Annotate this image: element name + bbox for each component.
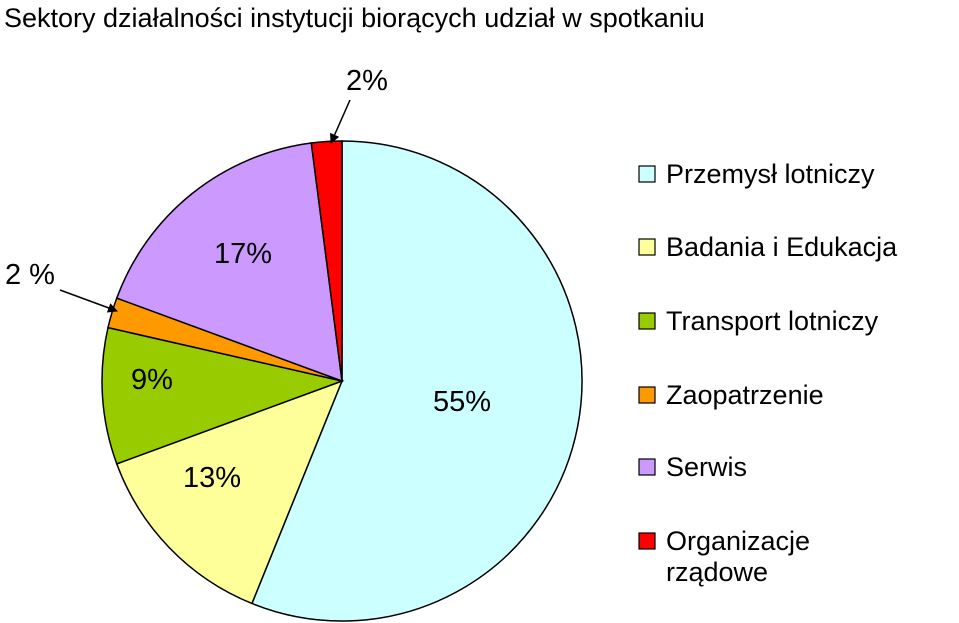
slice-label-badania-i-edukacja: 13% bbox=[183, 462, 241, 494]
legend-label-transport-lotniczy: Transport lotniczy bbox=[666, 306, 879, 336]
legend-swatch-transport-lotniczy bbox=[638, 312, 656, 330]
legend-label-serwis: Serwis bbox=[666, 452, 747, 482]
leader-arrow-zaopatrzenie bbox=[59, 289, 118, 313]
legend-swatch-organizacje-rzadowe bbox=[638, 532, 656, 550]
legend-swatch-zaopatrzenie bbox=[638, 386, 656, 404]
slice-label-organizacje-rzadowe: 2% bbox=[346, 65, 388, 97]
slice-label-zaopatrzenie: 2 % bbox=[5, 259, 55, 291]
slice-badania-i-edukacja bbox=[115, 379, 344, 605]
legend-label-badania-i-edukacja: Badania i Edukacja bbox=[666, 232, 898, 262]
slice-serwis bbox=[115, 142, 343, 383]
slice-label-przemysl-lotniczy: 55% bbox=[433, 386, 491, 418]
pie-slices bbox=[101, 140, 583, 622]
slice-labels: 55% 13% 9% 2 % 17% 2% bbox=[5, 65, 491, 494]
legend: Przemysł lotniczy Badania i Edukacja Trans… bbox=[638, 159, 898, 587]
slice-przemysl-lotniczy bbox=[250, 140, 583, 622]
legend-label-zaopatrzenie: Zaopatrzenie bbox=[666, 380, 824, 410]
slice-label-serwis: 17% bbox=[214, 238, 272, 270]
legend-swatch-badania-i-edukacja bbox=[638, 238, 656, 256]
legend-label-organizacje-rzadowe: Organizacje rządowe bbox=[666, 526, 810, 587]
legend-swatch-przemysl-lotniczy bbox=[638, 165, 656, 183]
chart-title: Sektory działalności instytucji biorącyc… bbox=[4, 3, 705, 33]
slice-organizacje-rzadowe bbox=[310, 140, 343, 382]
slice-transport-lotniczy bbox=[101, 326, 345, 465]
leader-arrow-organizacje-rzadowe bbox=[330, 99, 351, 144]
legend-label-przemysl-lotniczy: Przemysł lotniczy bbox=[666, 159, 875, 189]
slice-label-transport-lotniczy: 9% bbox=[131, 364, 173, 396]
legend-swatch-serwis bbox=[638, 458, 656, 476]
